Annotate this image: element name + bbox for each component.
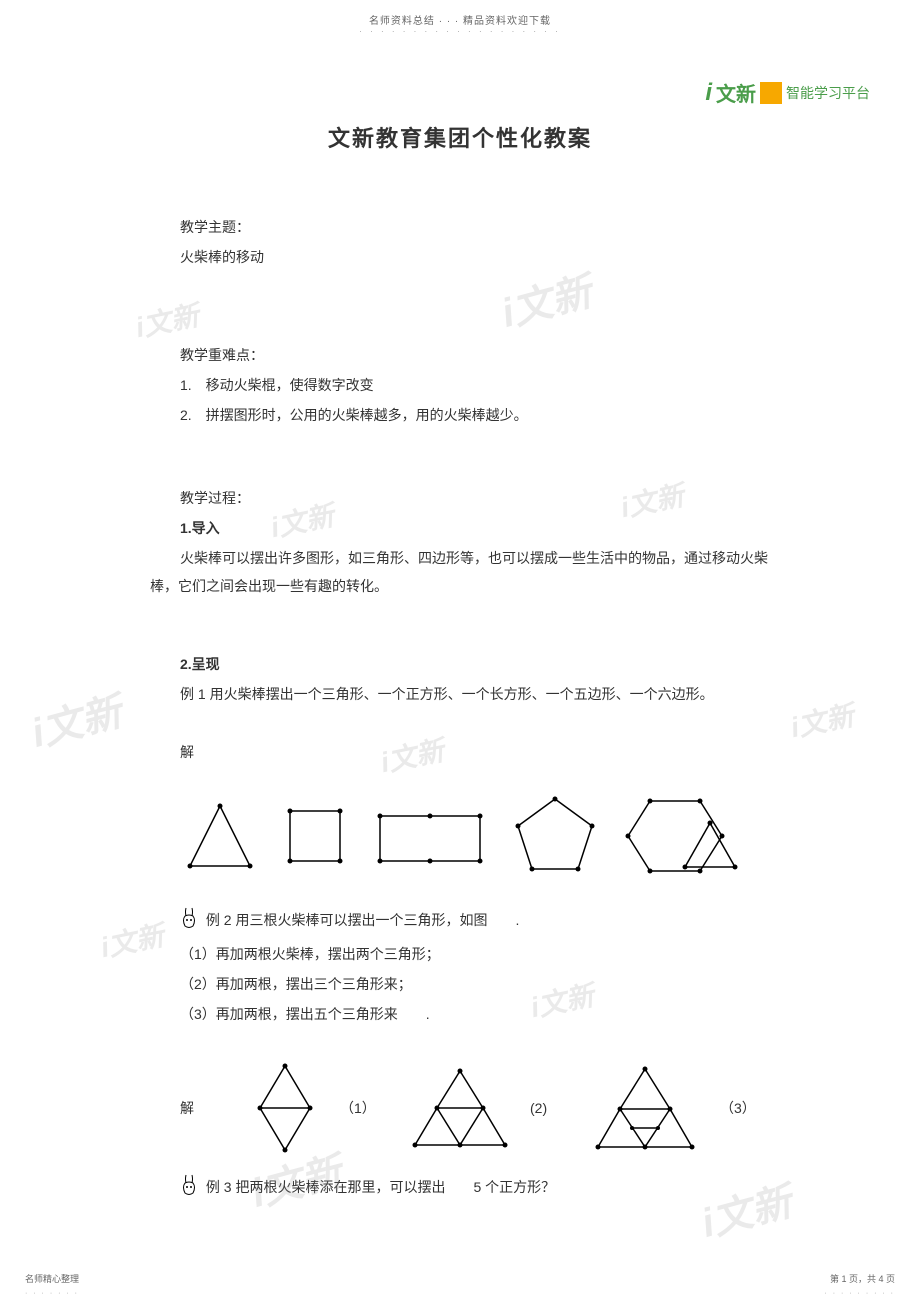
topic-content: 火柴棒的移动 xyxy=(180,243,770,271)
footer-right: 第 1 页，共 4 页 xyxy=(830,1272,895,1285)
footer-dots-left: · · · · · · · xyxy=(25,1290,79,1297)
section-topic: 教学主题： 火柴棒的移动 xyxy=(180,213,770,271)
example-2-3: （3）再加两根，摆出五个三角形来 . xyxy=(180,1000,770,1028)
example-2-2: （2）再加两根，摆出三个三角形来； xyxy=(180,970,770,998)
footer-left: 名师精心整理 xyxy=(25,1272,79,1285)
section-process: 教学过程： 1.导入 火柴棒可以摆出许多图形，如三角形、四边形等，也可以摆成一些… xyxy=(180,484,770,1205)
section-difficulty: 教学重难点： 1. 移动火柴棍，使得数字改变 2. 拼摆图形时，公用的火柴棒越多… xyxy=(180,341,770,429)
difficulty-item-1: 1. 移动火柴棍，使得数字改变 xyxy=(180,371,770,399)
process-h1: 1.导入 xyxy=(180,514,770,542)
topic-label: 教学主题： xyxy=(180,213,770,241)
difficulty-label: 教学重难点： xyxy=(180,341,770,369)
five-triangles xyxy=(590,1061,700,1156)
logo-subtitle: 智能学习平台 xyxy=(786,83,870,103)
process-label: 教学过程： xyxy=(180,484,770,512)
difficulty-item-2: 2. 拼摆图形时，公用的火柴棒越多，用的火柴棒越少。 xyxy=(180,401,770,429)
logo-area: i 文新 智能学习平台 xyxy=(705,78,870,107)
solve-label-2: 解 xyxy=(180,1098,230,1118)
example-1: 例 1 用火柴棒摆出一个三角形、一个正方形、一个长方形、一个五边形、一个六边形。 xyxy=(180,680,770,708)
number-3: （3） xyxy=(720,1098,770,1118)
logo-prefix-icon: i xyxy=(705,79,712,107)
solve-label: 解 xyxy=(180,738,770,766)
triangles-solution-row: 解 （1） xyxy=(180,1058,770,1158)
footer-dots-right: · · · · · · · · · xyxy=(824,1290,895,1297)
rabbit-icon xyxy=(180,1173,198,1205)
number-1: （1） xyxy=(340,1098,390,1118)
content-area: 教学主题： 火柴棒的移动 教学重难点： 1. 移动火柴棍，使得数字改变 2. 拼… xyxy=(0,213,920,1205)
example-3: 例 3 把两根火柴棒添在那里，可以摆出 5 个正方形？ xyxy=(180,1173,770,1205)
three-triangles xyxy=(410,1063,510,1153)
number-2: (2) xyxy=(530,1100,570,1116)
example-2-text: 例 2 用三根火柴棒可以摆出一个三角形，如图 . xyxy=(206,912,519,928)
process-p1: 火柴棒可以摆出许多图形，如三角形、四边形等，也可以摆成一些生活中的物品，通过移动… xyxy=(150,544,770,600)
example-3-text: 例 3 把两根火柴棒添在那里，可以摆出 5 个正方形？ xyxy=(206,1179,555,1195)
square-shape xyxy=(280,796,350,876)
single-triangle xyxy=(675,815,745,875)
rectangle-shape xyxy=(370,796,490,876)
process-h2: 2.呈现 xyxy=(180,650,770,678)
triangle-shape xyxy=(180,796,260,876)
logo-text: 文新 xyxy=(716,78,756,107)
example-2-block: 例 2 用三根火柴棒可以摆出一个三角形，如图 . （1）再加两根火柴棒，摆出两个… xyxy=(180,906,770,1028)
header-note: 名师资料总结 · · · 精品资料欢迎下载 xyxy=(0,0,920,27)
page-title: 文新教育集团个性化教案 xyxy=(0,121,920,153)
logo-brand-icon xyxy=(760,82,782,104)
example-2-1: （1）再加两根火柴棒，摆出两个三角形； xyxy=(180,940,770,968)
pentagon-shape xyxy=(510,791,600,881)
example-2: 例 2 用三根火柴棒可以摆出一个三角形，如图 . xyxy=(180,906,770,938)
rabbit-icon xyxy=(180,906,198,938)
two-triangles xyxy=(250,1058,320,1158)
header-dots: · · · · · · · · · · · · · · · · · · · xyxy=(0,27,920,36)
